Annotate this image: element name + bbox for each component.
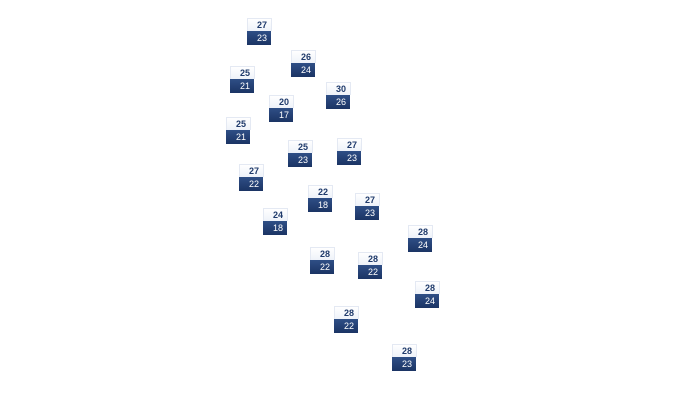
- high-temp: 30: [326, 82, 351, 95]
- high-temp: 22: [308, 185, 333, 198]
- temperature-marker[interactable]: 28 24: [415, 281, 440, 308]
- low-temp: 22: [358, 265, 382, 279]
- high-temp: 20: [269, 95, 294, 108]
- high-temp: 27: [239, 164, 264, 177]
- high-temp: 25: [226, 117, 251, 130]
- high-temp: 26: [291, 50, 316, 63]
- high-temp: 28: [392, 344, 417, 357]
- low-temp: 26: [326, 95, 350, 109]
- low-temp: 22: [310, 260, 334, 274]
- low-temp: 17: [269, 108, 293, 122]
- temperature-marker[interactable]: 27 23: [247, 18, 272, 45]
- low-temp: 22: [239, 177, 263, 191]
- high-temp: 27: [247, 18, 272, 31]
- temperature-marker[interactable]: 22 18: [308, 185, 333, 212]
- low-temp: 24: [291, 63, 315, 77]
- temperature-marker[interactable]: 28 22: [358, 252, 383, 279]
- temperature-marker[interactable]: 28 22: [334, 306, 359, 333]
- low-temp: 23: [247, 31, 271, 45]
- high-temp: 28: [408, 225, 433, 238]
- temperature-marker[interactable]: 24 18: [263, 208, 288, 235]
- temperature-marker[interactable]: 27 23: [355, 193, 380, 220]
- high-temp: 27: [355, 193, 380, 206]
- temperature-marker[interactable]: 30 26: [326, 82, 351, 109]
- low-temp: 18: [263, 221, 287, 235]
- low-temp: 18: [308, 198, 332, 212]
- high-temp: 25: [230, 66, 255, 79]
- low-temp: 23: [392, 357, 416, 371]
- temperature-marker[interactable]: 25 21: [226, 117, 251, 144]
- low-temp: 23: [355, 206, 379, 220]
- temperature-marker[interactable]: 26 24: [291, 50, 316, 77]
- temperature-marker[interactable]: 28 23: [392, 344, 417, 371]
- low-temp: 22: [334, 319, 358, 333]
- temperature-marker[interactable]: 20 17: [269, 95, 294, 122]
- high-temp: 25: [288, 140, 313, 153]
- high-temp: 28: [415, 281, 440, 294]
- low-temp: 23: [337, 151, 361, 165]
- temperature-marker[interactable]: 27 23: [337, 138, 362, 165]
- temperature-marker[interactable]: 28 22: [310, 247, 335, 274]
- high-temp: 28: [334, 306, 359, 319]
- low-temp: 21: [230, 79, 254, 93]
- temperature-marker[interactable]: 25 21: [230, 66, 255, 93]
- low-temp: 23: [288, 153, 312, 167]
- low-temp: 21: [226, 130, 250, 144]
- high-temp: 24: [263, 208, 288, 221]
- temperature-marker[interactable]: 25 23: [288, 140, 313, 167]
- temperature-marker[interactable]: 27 22: [239, 164, 264, 191]
- high-temp: 27: [337, 138, 362, 151]
- high-temp: 28: [310, 247, 335, 260]
- high-temp: 28: [358, 252, 383, 265]
- low-temp: 24: [415, 294, 439, 308]
- temperature-marker[interactable]: 28 24: [408, 225, 433, 252]
- low-temp: 24: [408, 238, 432, 252]
